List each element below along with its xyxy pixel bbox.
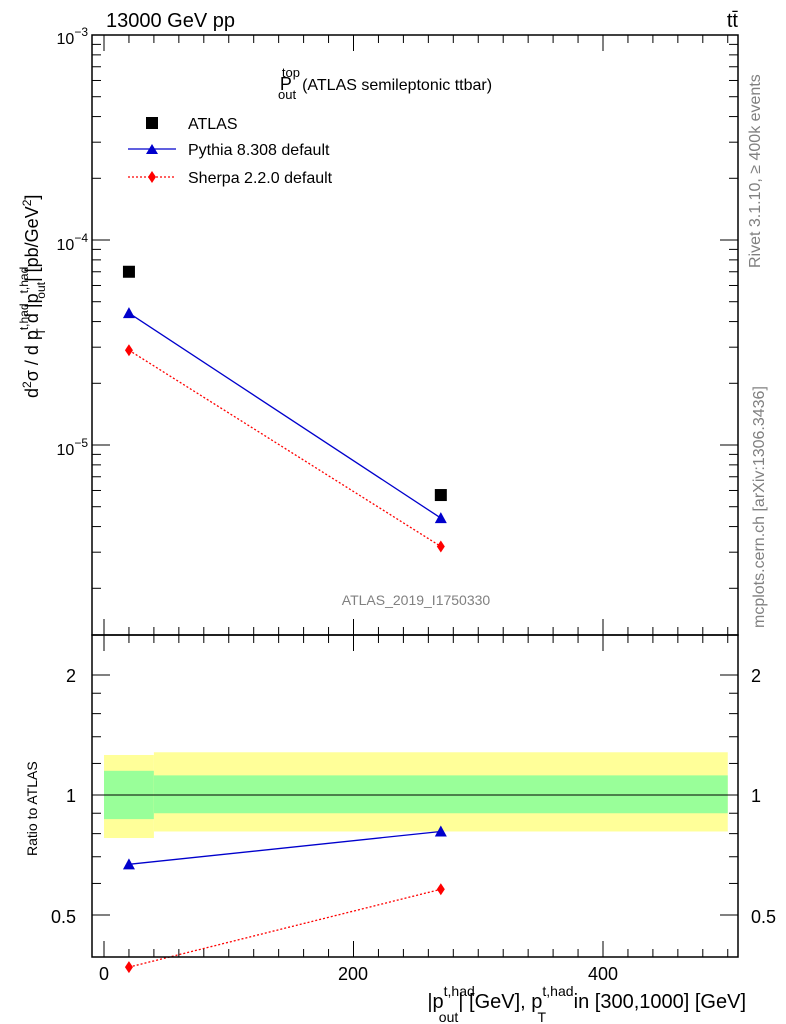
main-point-1-1: [434, 512, 447, 524]
legend-sherpa-marker: [148, 171, 156, 183]
ratio-ytick-1-left: 1: [66, 786, 76, 806]
ratio-ylabel: Ratio to ATLAS: [24, 761, 40, 856]
main-series-layer: [122, 265, 447, 553]
legend: ATLAS Pythia 8.308 default Sherpa 2.2.0 …: [128, 116, 333, 187]
ytick-1e-5: 10−5: [57, 436, 89, 459]
ratio-ytick-05-right: 0.5: [751, 907, 776, 927]
ratio-ytick-1-right: 1: [751, 786, 761, 806]
main-point-0-0: [122, 265, 135, 278]
legend-atlas-label: ATLAS: [188, 116, 238, 133]
xaxis-label: |pt,had out| [GeV], pt,had T in [300,1000]…: [427, 983, 746, 1024]
ratio-ytick-2-right: 2: [751, 666, 761, 686]
ytick-1e-4: 10−4: [57, 231, 89, 254]
main-point-2-0: [124, 344, 133, 357]
main-series-line-2: [128, 349, 442, 547]
legend-pythia-marker: [146, 144, 158, 154]
xtick-200: 200: [338, 964, 368, 984]
main-point-0-1: [434, 489, 447, 502]
legend-sherpa-label: Sherpa 2.2.0 default: [188, 170, 333, 187]
ratio-uncertainty-bands: [104, 752, 728, 839]
ratio-point-0-1: [434, 825, 447, 837]
mcplots-info: mcplots.cern.ch [arXiv:1306.3436]: [751, 386, 768, 628]
ratio-band-inner-1: [153, 775, 728, 814]
ratio-point-1-0: [124, 961, 133, 974]
ratio-series-line-0: [128, 830, 441, 865]
ratio-series-layer: [122, 825, 447, 974]
energy-label: 13000 GeV pp: [106, 10, 235, 32]
main-point-1-0: [122, 307, 135, 319]
process-label: tt̄: [727, 10, 739, 32]
legend-atlas-marker: [146, 117, 158, 129]
xtick-0: 0: [99, 964, 109, 984]
ratio-ytick-2-left: 2: [66, 666, 76, 686]
main-point-2-1: [436, 540, 445, 553]
ratio-ytick-05-left: 0.5: [51, 907, 76, 927]
axis-ticks: [92, 34, 738, 957]
main-ylabel: d2σ / d pt,hadT d |pt,had out| [pb/GeV2]: [17, 195, 48, 398]
rivet-info: Rivet 3.1.10, ≥ 400k events: [747, 74, 764, 268]
ratio-point-1-1: [436, 883, 445, 896]
ratio-point-0-0: [122, 858, 135, 870]
chart-title: Ptop out(ATLAS semileptonic ttbar): [278, 65, 492, 102]
ytick-1e-3: 10−3: [57, 25, 89, 48]
legend-pythia-label: Pythia 8.308 default: [188, 142, 330, 159]
main-series-line-1: [128, 312, 442, 519]
analysis-watermark: ATLAS_2019_I1750330: [342, 592, 491, 608]
ratio-series-line-1: [128, 888, 441, 968]
xtick-400: 400: [588, 964, 618, 984]
ratio-panel-frame: [91, 634, 739, 958]
